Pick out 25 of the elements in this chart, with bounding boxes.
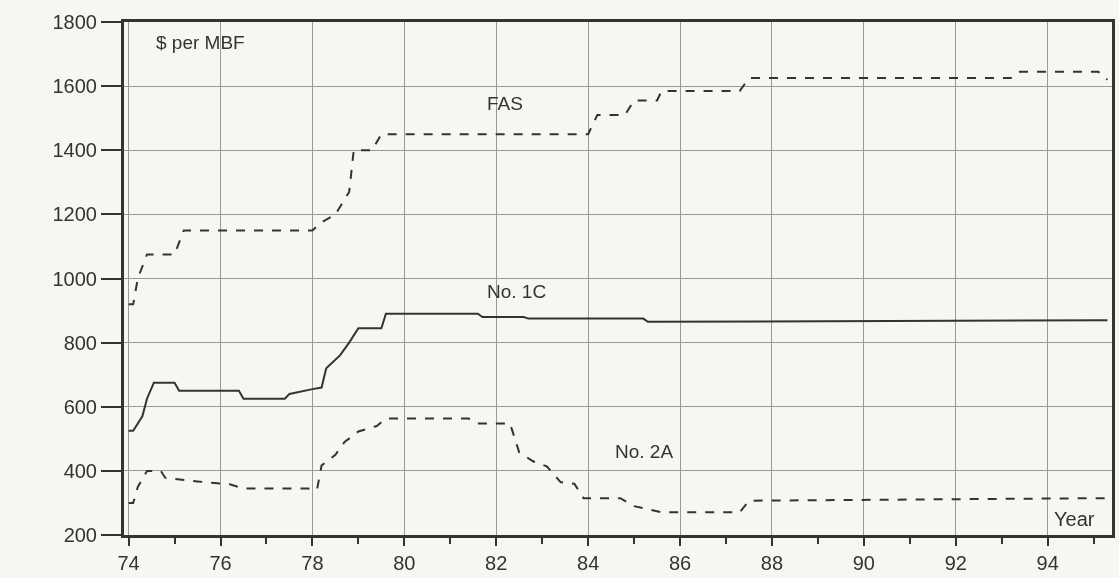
y-tick-label: 1000	[52, 267, 97, 290]
x-tick-label: 92	[944, 552, 967, 574]
y-tick-label: 600	[63, 395, 97, 418]
x-tick-label: 76	[209, 552, 232, 574]
y-tick-label: 1400	[52, 139, 97, 162]
y-tick-label: 800	[63, 331, 97, 354]
y-tick-label: 200	[63, 524, 97, 546]
y-tick-label: 400	[63, 459, 97, 482]
x-axis-title: Year	[1054, 508, 1095, 530]
series-label: No. 1C	[487, 281, 547, 302]
y-tick-label: 1600	[52, 75, 97, 98]
x-tick-label: 94	[1036, 552, 1059, 574]
x-tick-label: 88	[760, 552, 784, 574]
x-tick-label: 80	[393, 552, 416, 574]
y-axis-title: $ per MBF	[156, 32, 245, 53]
x-tick-label: 90	[852, 552, 875, 574]
x-tick-label: 78	[301, 552, 324, 574]
y-tick-label: 1800	[52, 11, 97, 33]
x-tick-label: 74	[117, 552, 140, 574]
y-tick-label: 1200	[52, 203, 97, 226]
x-tick-label: 86	[668, 552, 692, 574]
x-tick-label: 82	[485, 552, 508, 574]
x-tick-label: 84	[577, 552, 600, 574]
series-label: No. 2A	[615, 441, 674, 462]
series-label: FAS	[487, 93, 523, 114]
